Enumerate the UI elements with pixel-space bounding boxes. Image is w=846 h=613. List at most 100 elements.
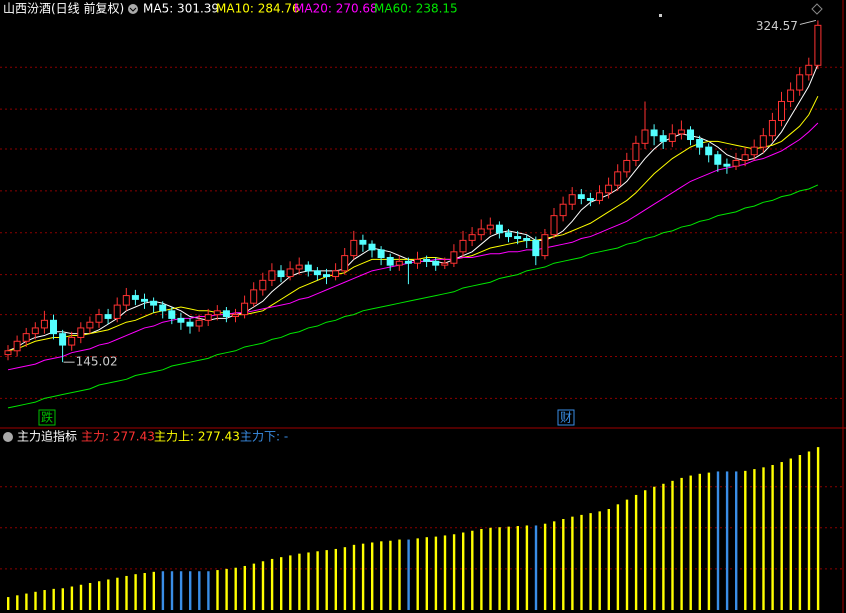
candle-body <box>468 234 476 241</box>
candle-body <box>277 270 285 278</box>
candle-body <box>31 327 39 335</box>
indicator-bar <box>134 574 137 610</box>
indicator-bar <box>43 590 46 610</box>
indicator-bar <box>735 471 738 610</box>
candle-body <box>759 135 767 148</box>
indicator-bar <box>161 571 165 610</box>
candle-body <box>268 270 276 281</box>
indicator-bar <box>571 516 574 610</box>
indicator-bar <box>598 511 601 610</box>
indicator-bar <box>580 514 583 610</box>
indicator-bar <box>371 542 374 610</box>
candle-body <box>241 302 249 316</box>
indicator-bar <box>270 558 274 610</box>
menu-icon[interactable] <box>128 4 138 14</box>
indicator-bar <box>207 571 210 610</box>
indicator-bar <box>234 567 237 610</box>
indicator-bar <box>152 571 155 610</box>
candle-body <box>186 321 194 327</box>
candle-body <box>59 333 67 346</box>
marker-box <box>38 409 56 426</box>
candle-body <box>95 314 103 323</box>
indicator-title: 主力追指标 <box>17 429 77 444</box>
indicator-bar <box>634 494 638 610</box>
legend-ma5: MA5: 301.39 <box>143 2 219 16</box>
indicator-bar <box>189 571 192 610</box>
candle-body <box>359 239 367 245</box>
candle-body <box>450 251 458 264</box>
indicator-bar <box>725 471 729 610</box>
annotation-label: 324.57 <box>756 19 798 33</box>
ma-line <box>7 122 819 371</box>
candle-body <box>286 268 294 278</box>
candle-body <box>50 319 57 335</box>
indicator-bar <box>79 584 83 610</box>
annotation-label: 145.02 <box>76 355 118 369</box>
indicator-bar <box>789 458 792 610</box>
candle-body <box>605 184 613 194</box>
candle-body <box>559 203 567 217</box>
indicator-bar <box>534 525 538 610</box>
candle-body <box>568 194 576 205</box>
indicator-bar <box>361 543 365 610</box>
candle-body <box>641 129 649 144</box>
candle-body <box>68 336 76 346</box>
marker-label: 跌 <box>41 410 53 425</box>
indicator-bar <box>589 513 592 610</box>
candle-body <box>177 317 185 323</box>
candle-body <box>168 310 176 319</box>
indicator-bar <box>807 451 811 610</box>
candle-body <box>723 163 731 167</box>
indicator-bar <box>280 557 283 610</box>
candle-body <box>459 239 467 253</box>
indicator-bar <box>398 539 401 610</box>
candle-body <box>432 260 440 266</box>
candle-body <box>778 100 785 121</box>
candle-body <box>495 224 503 234</box>
candle-body <box>350 239 358 257</box>
indicator-bar <box>716 471 720 610</box>
indicator-bar <box>70 586 74 610</box>
candle-body <box>150 300 158 306</box>
legend-down: 主力下: - <box>240 430 288 444</box>
chart-title: 山西汾酒(日线 前复权) <box>3 1 124 16</box>
candle-body <box>732 159 740 167</box>
indicator-bar <box>425 537 428 610</box>
candle-body <box>787 89 795 102</box>
indicator-bar <box>98 581 101 610</box>
indicator-bar <box>252 563 256 610</box>
indicator-bar <box>243 565 246 610</box>
candle-body <box>477 228 485 236</box>
candle-body <box>586 198 594 201</box>
candle-body <box>131 295 139 300</box>
candle-body <box>623 159 631 173</box>
candle-body <box>404 260 412 264</box>
indicator-bar <box>443 535 447 610</box>
indicator-bar <box>707 472 711 610</box>
indicator-bar <box>289 555 292 610</box>
candle-body <box>195 319 203 327</box>
candle-body <box>113 304 121 319</box>
candle-body <box>250 289 258 304</box>
indicator-bar <box>52 588 55 610</box>
marker-label: 财 <box>560 411 572 425</box>
indicator-bar <box>498 527 501 610</box>
corner-icon[interactable] <box>811 3 823 15</box>
menu-icon[interactable] <box>3 432 13 442</box>
candle-body <box>259 279 267 291</box>
candle-body <box>659 135 667 142</box>
indicator-bar <box>216 570 219 610</box>
indicator-bar <box>25 593 28 610</box>
indicator-bar <box>616 504 620 610</box>
indicator-bar <box>762 467 765 610</box>
indicator-bar <box>407 539 410 610</box>
indicator-bar <box>298 553 301 610</box>
candle-body <box>423 258 431 262</box>
candle-body <box>86 321 94 329</box>
indicator-bar <box>61 588 64 610</box>
candle-body <box>313 270 321 276</box>
candle-body <box>687 129 694 141</box>
candle-body <box>577 194 585 200</box>
indicator-bar <box>389 540 392 610</box>
candle-body <box>40 319 48 329</box>
